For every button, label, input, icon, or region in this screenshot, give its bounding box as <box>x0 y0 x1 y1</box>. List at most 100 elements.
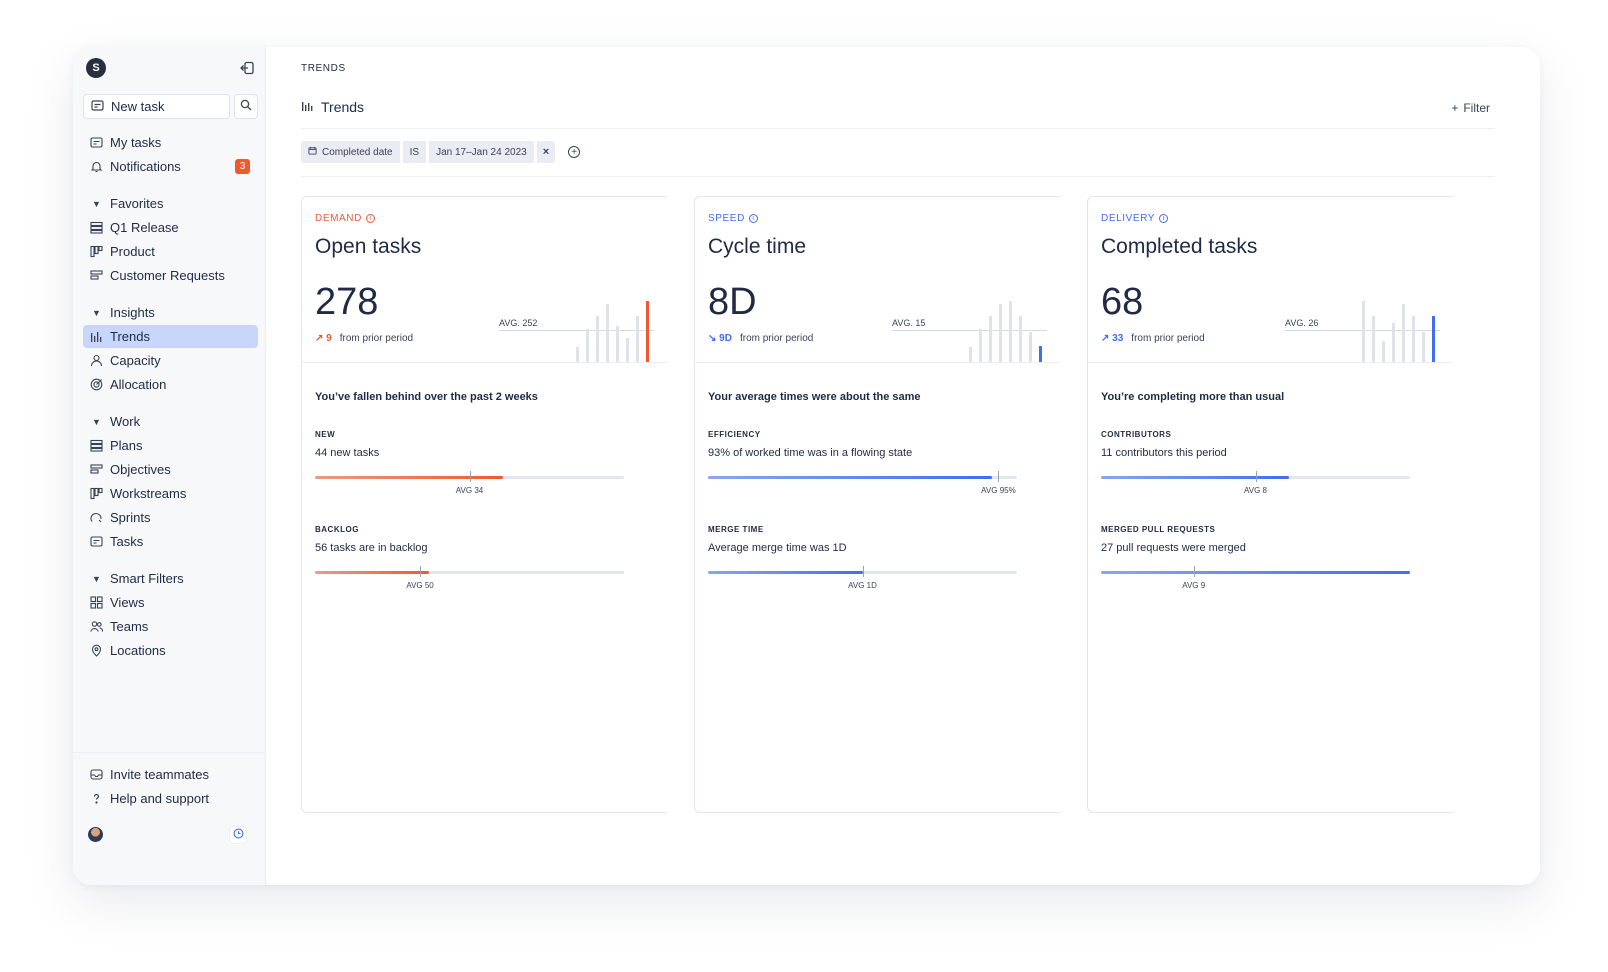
metric-card-demand: DEMAND i Open tasks 278 ↗ 9 from prior period… <box>301 196 667 813</box>
new-task-button[interactable]: New task <box>83 94 230 119</box>
metric-text: 56 tasks are in backlog <box>315 542 428 554</box>
card-title: Completed tasks <box>1101 235 1258 258</box>
card-separator <box>302 362 667 363</box>
avg-marker <box>1255 471 1257 482</box>
sidebar-item-capacity[interactable]: Capacity <box>83 349 258 372</box>
card-category: DELIVERY i <box>1101 213 1169 224</box>
sidebar-item-tasks[interactable]: Tasks <box>83 530 258 553</box>
sidebar-item-q1-release[interactable]: Q1 Release <box>83 216 258 239</box>
sidebar-item-trends[interactable]: Trends <box>83 325 258 348</box>
sidebar-item-views[interactable]: Views <box>83 591 258 614</box>
plan-icon <box>90 221 103 234</box>
sidebar-item-locations[interactable]: Locations <box>83 639 258 662</box>
avg-marker <box>1193 566 1195 577</box>
card-title: Open tasks <box>315 235 422 258</box>
clock-button[interactable] <box>229 826 247 844</box>
section-work[interactable]: ▼ Work <box>83 410 258 433</box>
remove-filter-button[interactable]: × <box>536 141 556 163</box>
section-insights[interactable]: ▼ Insights <box>83 301 258 324</box>
metric-progress-fill <box>1101 476 1290 479</box>
caret-down-icon: ▼ <box>92 198 101 209</box>
metric-progress-fill <box>315 571 430 574</box>
plan-icon <box>90 439 103 452</box>
header-divider <box>301 128 1495 129</box>
card-value: 278 <box>315 281 379 323</box>
card-headline: Your average times were about the same <box>708 391 921 403</box>
sidebar-item-label: Product <box>110 244 155 259</box>
plus-icon: + <box>1451 101 1459 115</box>
metric-label: CONTRIBUTORS <box>1101 430 1172 439</box>
sidebar-item-label: Allocation <box>110 377 167 392</box>
app-logo[interactable]: S <box>86 58 106 78</box>
filter-value-chip[interactable]: Jan 17–Jan 24 2023 <box>429 141 534 163</box>
delta-value: ↘ 9D <box>708 333 732 344</box>
filter-button[interactable]: + Filter <box>1451 101 1490 115</box>
sidebar-item-sprints[interactable]: Sprints <box>83 506 258 529</box>
delta-text: from prior period <box>1131 333 1205 344</box>
metric-card-delivery: DELIVERY i Completed tasks 68 ↗ 33 from prior… <box>1087 196 1453 813</box>
metric-progress-bar: AVG 95% <box>708 471 1017 495</box>
sidebar-item-plans[interactable]: Plans <box>83 434 258 457</box>
add-filter-icon[interactable]: + <box>568 146 581 158</box>
sparkline-bar <box>606 304 609 363</box>
sparkline-bar <box>646 301 649 363</box>
section-label: Favorites <box>110 196 164 211</box>
sidebar-item-customer-requests[interactable]: Customer Requests <box>83 264 258 287</box>
avg-marker <box>862 566 864 577</box>
card-title: Cycle time <box>708 235 807 258</box>
filter-field-label: Completed date <box>322 146 393 158</box>
sparkline-bar <box>636 316 639 363</box>
avg-marker-label: AVG 50 <box>406 581 434 590</box>
delta-value: ↗ 33 <box>1101 333 1123 344</box>
section-favorites[interactable]: ▼ Favorites <box>83 192 258 215</box>
card-separator <box>1088 362 1453 363</box>
metric-text: 93% of worked time was in a flowing stat… <box>708 447 913 459</box>
section-smart-filters[interactable]: ▼ Smart Filters <box>83 567 258 590</box>
card-delta: ↗ 9 from prior period <box>315 333 413 344</box>
filter-field-chip[interactable]: Completed date <box>301 141 400 163</box>
sidebar-item-invite-teammates[interactable]: Invite teammates <box>83 763 258 786</box>
sparkline-avg-label: AVG. 15 <box>892 318 926 328</box>
new-task-icon <box>91 99 104 115</box>
breadcrumb[interactable]: TRENDS <box>301 63 346 74</box>
main-content: TRENDS Trends + Filter Completed date IS… <box>301 47 1540 885</box>
bar-chart-icon <box>301 99 313 115</box>
info-icon[interactable]: i <box>1159 214 1169 223</box>
sidebar-item-allocation[interactable]: Allocation <box>83 373 258 396</box>
sparkline-bar <box>989 316 992 363</box>
search-button[interactable] <box>234 94 258 119</box>
card-value: 8D <box>708 281 757 323</box>
sprint-icon <box>90 511 103 524</box>
info-icon[interactable]: i <box>365 214 375 223</box>
card-category-label: SPEED <box>708 213 745 224</box>
card-headline: You’ve fallen behind over the past 2 wee… <box>315 391 538 403</box>
sparkline-bar <box>1422 332 1425 363</box>
avg-marker-label: AVG 9 <box>1182 581 1206 590</box>
sidebar-item-notifications[interactable]: Notifications 3 <box>83 155 258 178</box>
bar-chart-icon <box>90 330 103 343</box>
sparkline-bar <box>616 326 619 363</box>
sidebar-item-objectives[interactable]: Objectives <box>83 458 258 481</box>
sparkline-bar <box>1372 316 1375 363</box>
sidebar-item-workstreams[interactable]: Workstreams <box>83 482 258 505</box>
sidebar-item-teams[interactable]: Teams <box>83 615 258 638</box>
sidebar-item-product[interactable]: Product <box>83 240 258 263</box>
info-icon[interactable]: i <box>748 214 758 223</box>
sidebar-item-my-tasks[interactable]: My tasks <box>83 131 258 154</box>
sidebar-item-help-and-support[interactable]: Help and support <box>83 787 258 810</box>
delta-number: 9D <box>719 333 732 344</box>
filter-operator-chip[interactable]: IS <box>402 141 427 163</box>
tasks-icon <box>90 136 103 149</box>
user-avatar[interactable] <box>88 827 103 842</box>
sparkline-bar <box>576 347 579 363</box>
collapse-sidebar-icon[interactable] <box>239 60 255 76</box>
sidebar-divider <box>73 752 266 753</box>
metric-progress-bar: AVG 9 <box>1101 566 1410 590</box>
sparkline <box>1362 301 1435 363</box>
metric-progress-fill <box>315 476 504 479</box>
sparkline-bar <box>999 304 1002 363</box>
sidebar-item-label: Trends <box>110 329 150 344</box>
metric-label: MERGED PULL REQUESTS <box>1101 525 1216 534</box>
avg-marker-label: AVG 1D <box>848 581 877 590</box>
metric-text: 11 contributors this period <box>1101 447 1227 459</box>
